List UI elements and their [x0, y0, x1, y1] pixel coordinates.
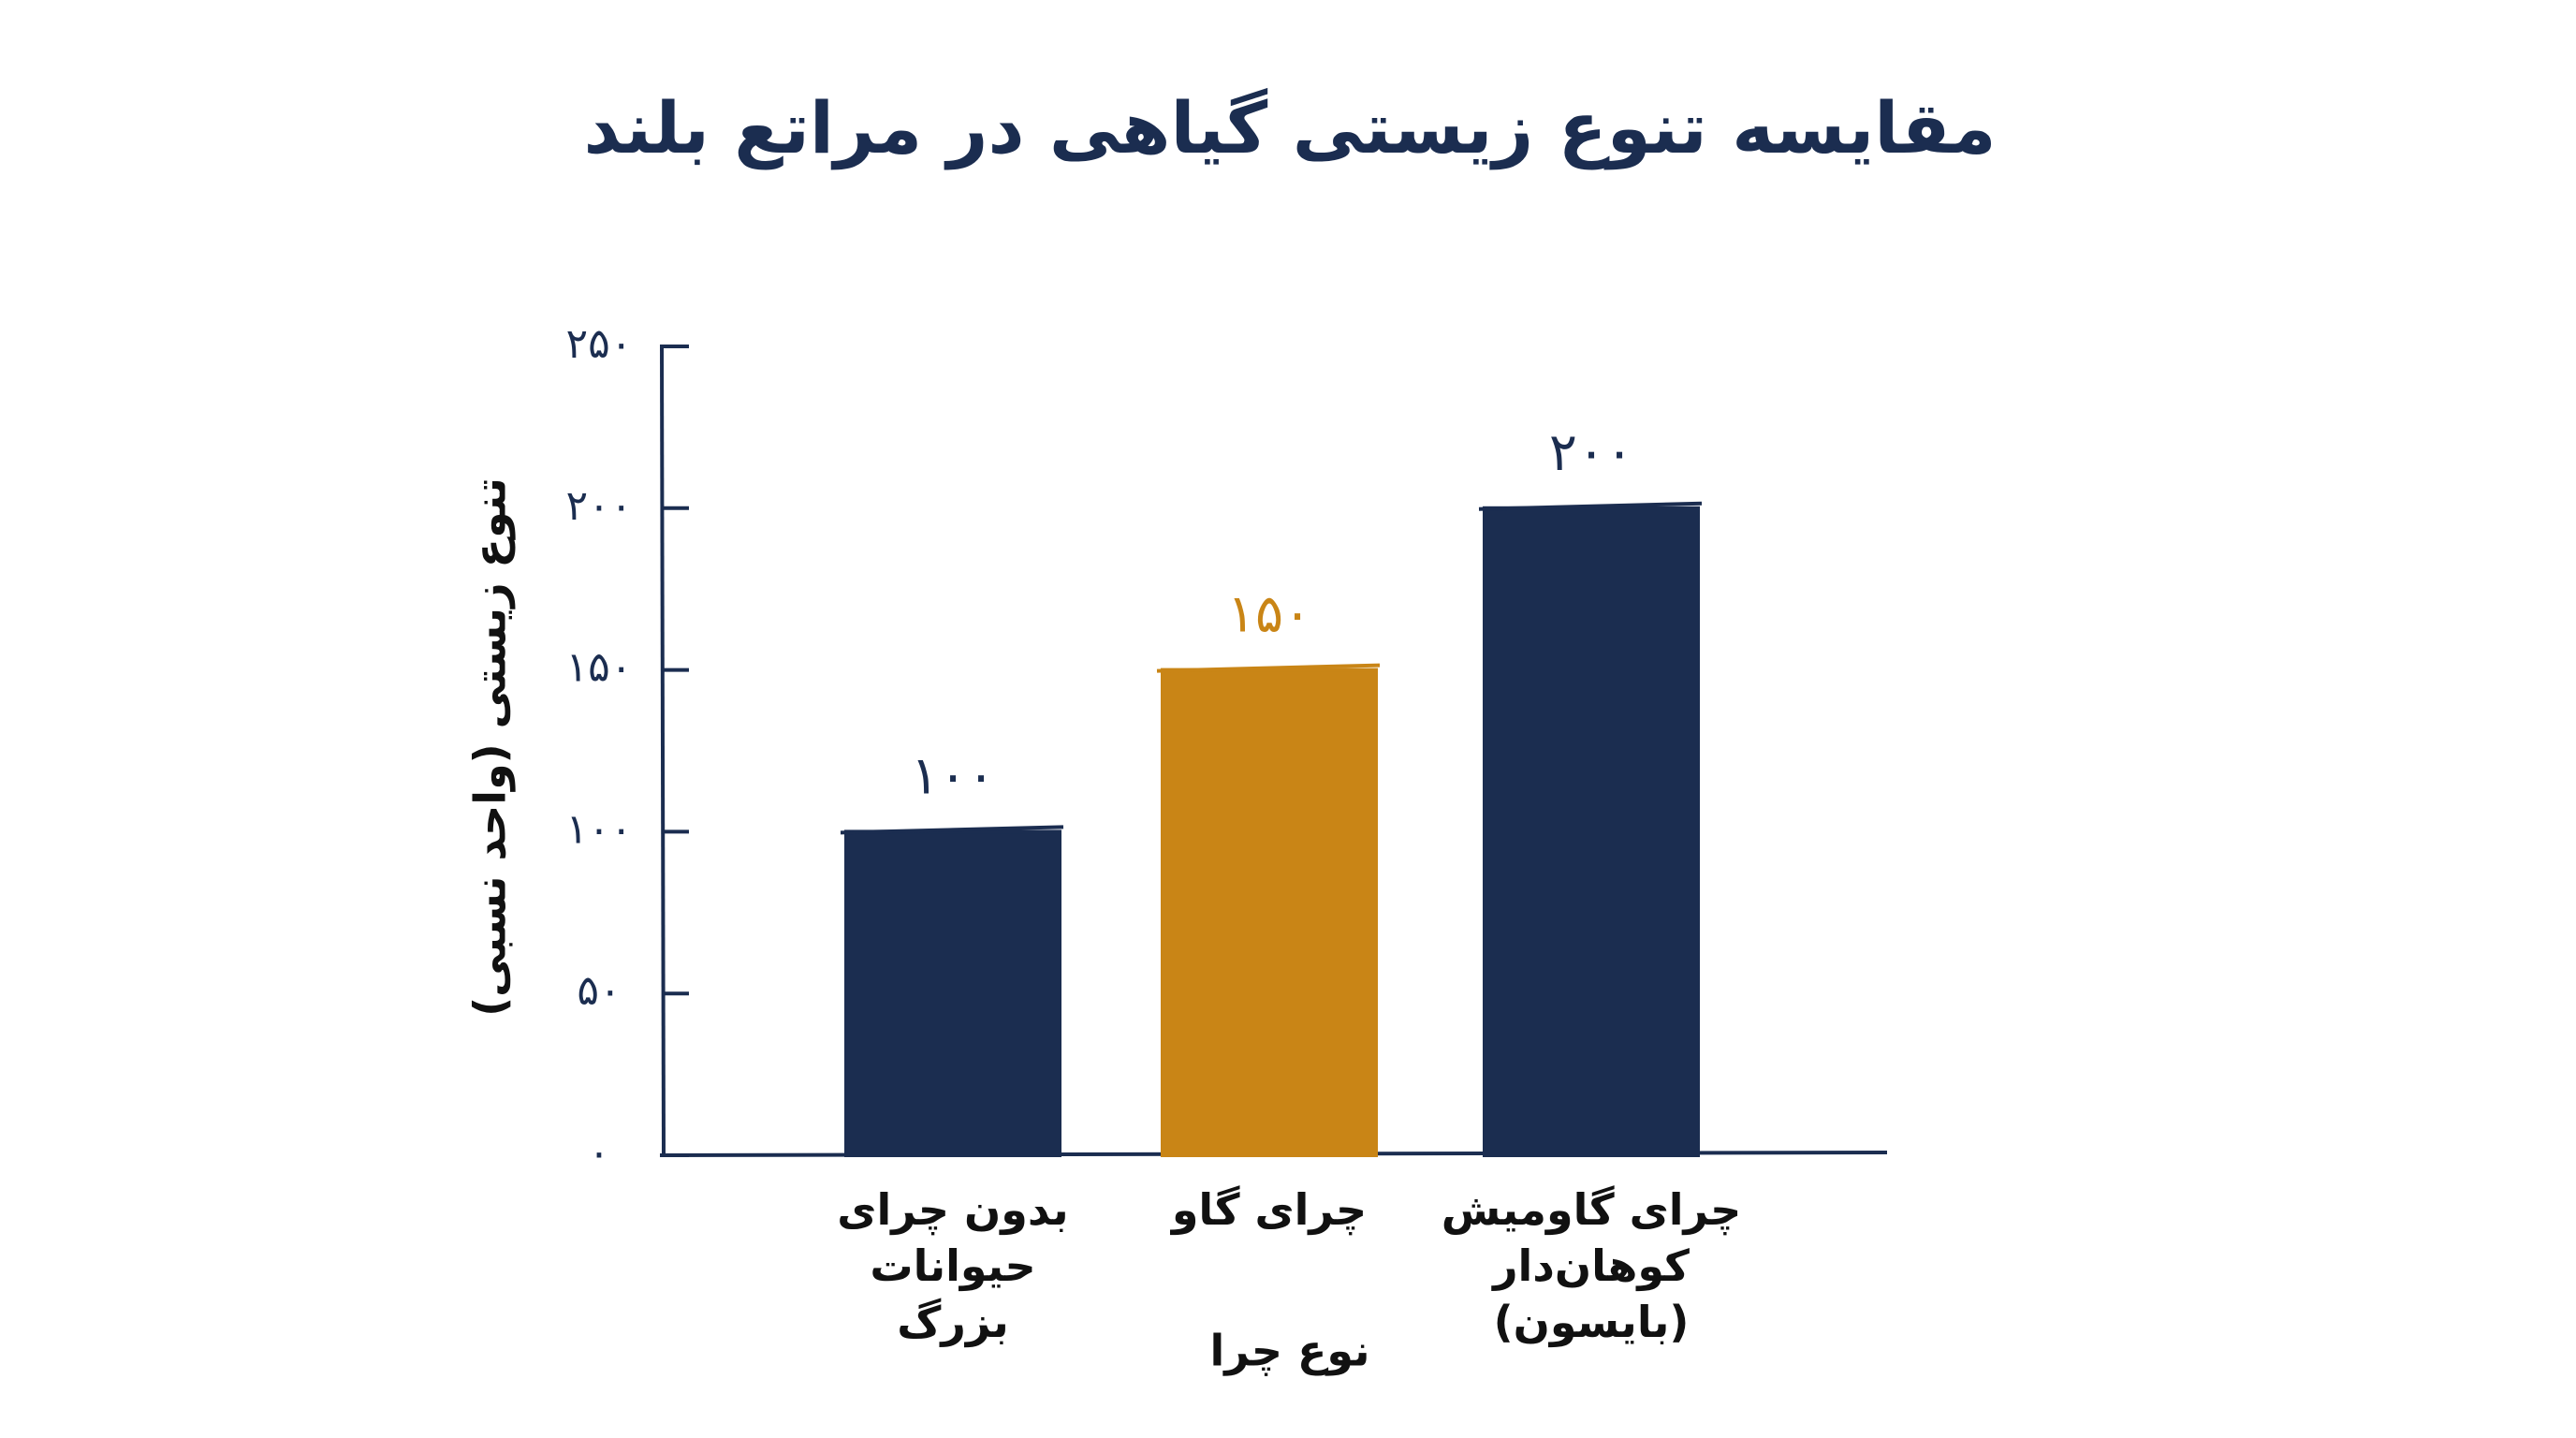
- bar: [1483, 506, 1700, 1157]
- y-axis-label: تنوع زیستی (واحد نسبی): [465, 477, 516, 1017]
- bar-top-stroke: [840, 825, 1064, 835]
- y-tick-label: ۱۰۰: [566, 805, 633, 853]
- bar: [1161, 668, 1378, 1157]
- value-label: ۱۰۰: [911, 746, 995, 807]
- y-tick-label: ۵۰: [577, 967, 621, 1015]
- x-tick-label: چرای گاومیش کوهان‌دار (بایسون): [1441, 1184, 1742, 1347]
- x-axis-label: نوع چرا: [1209, 1326, 1369, 1377]
- chart-title: مقایسه تنوع زیستی گیاهی در مراتع بلند: [583, 86, 1996, 170]
- value-label: ۱۵۰: [1227, 584, 1311, 645]
- y-axis: [660, 344, 666, 1158]
- y-tick-label: ۱۵۰: [566, 644, 633, 692]
- y-tick-label: ۲۵۰: [566, 320, 633, 368]
- bar-top-stroke: [1156, 663, 1381, 673]
- x-tick-label: چرای گاو: [1171, 1184, 1368, 1235]
- x-tick-label: بدون چرای حیوانات بزرگ: [837, 1184, 1069, 1347]
- y-tick-label: ۰: [588, 1129, 610, 1177]
- bar: [844, 829, 1061, 1158]
- y-tick-label: ۲۰۰: [566, 482, 633, 530]
- bar-top-stroke: [1478, 501, 1703, 511]
- value-label: ۲۰۰: [1549, 422, 1633, 483]
